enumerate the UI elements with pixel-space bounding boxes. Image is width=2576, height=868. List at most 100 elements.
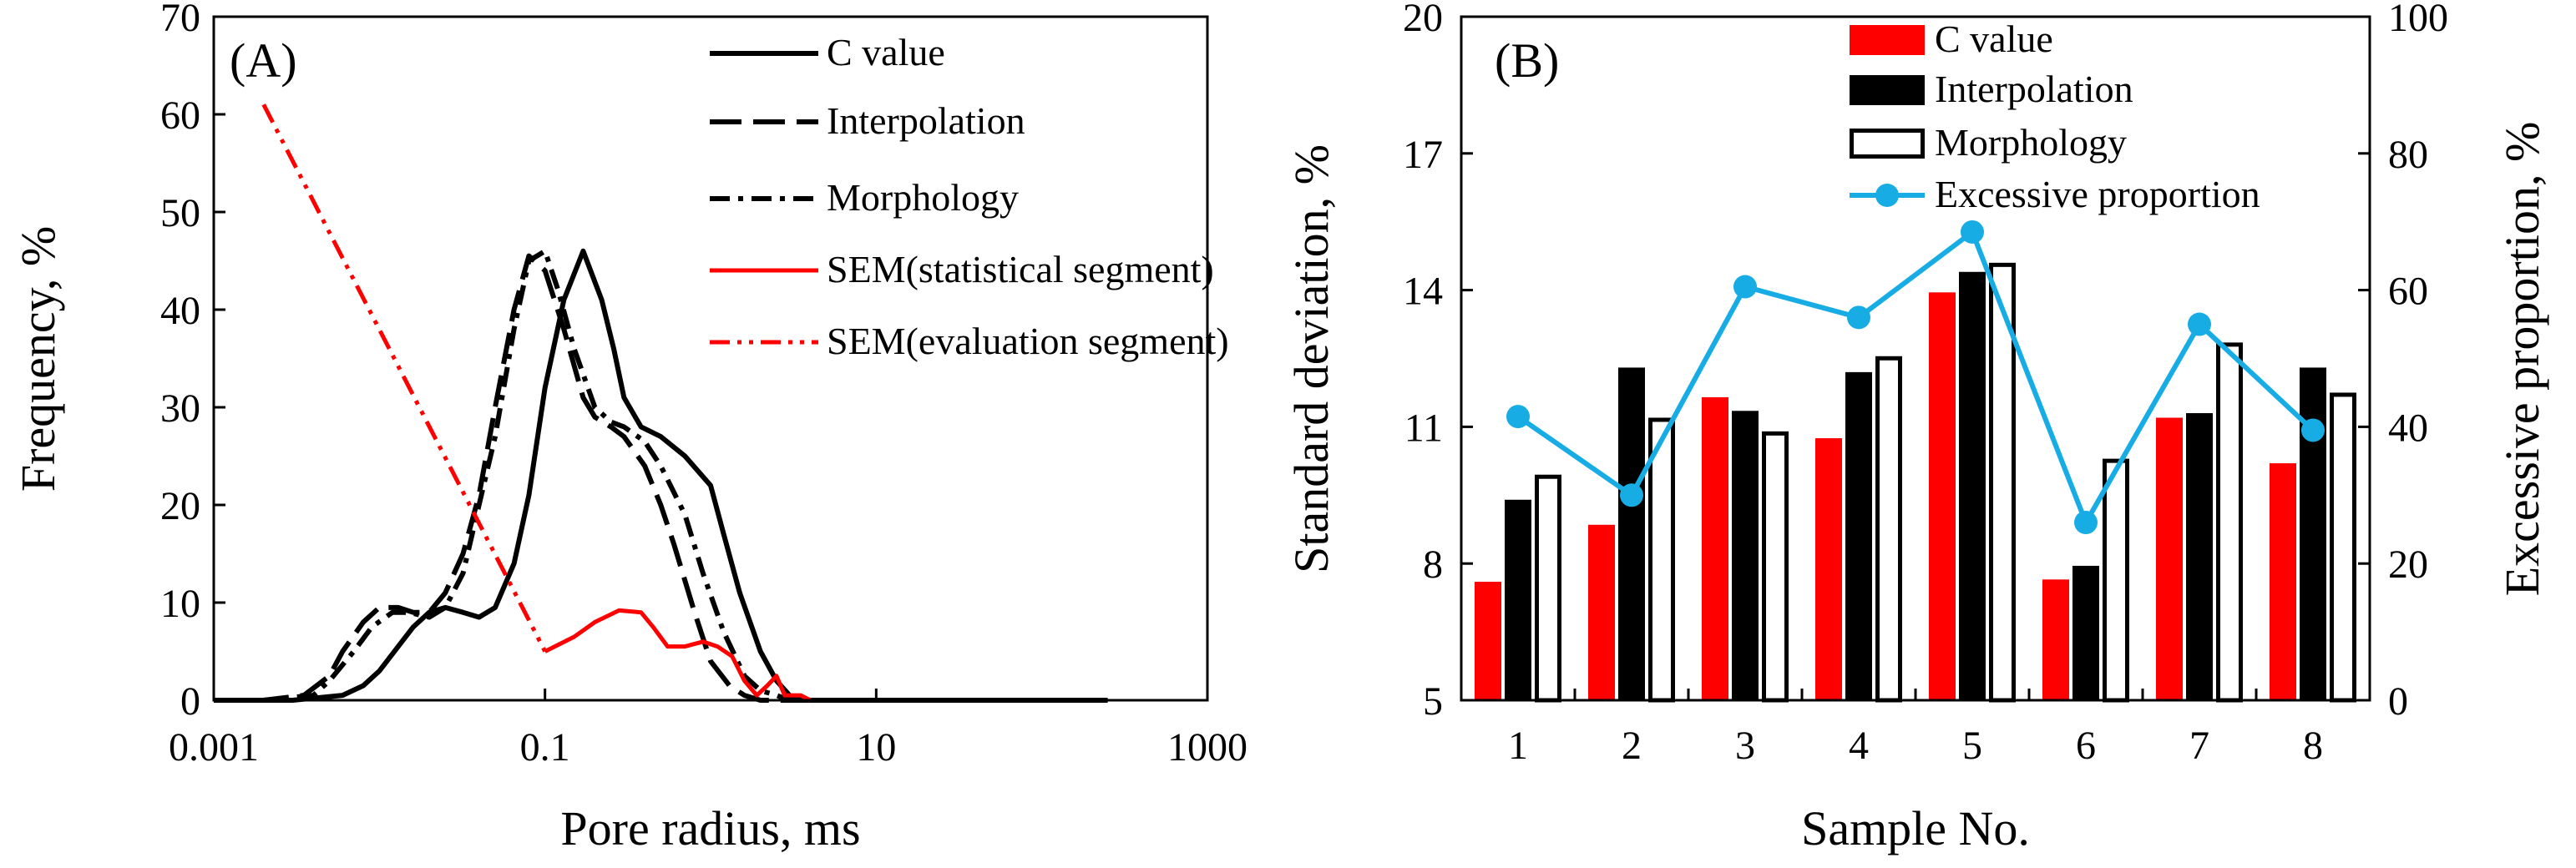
panel-b-bar-morphology — [2216, 342, 2243, 703]
panel-b-bar-c-value — [1475, 582, 1501, 700]
panel-b-right-y-tick-label: 80 — [2388, 133, 2428, 177]
panel-a-y-tick-label: 20 — [160, 484, 200, 528]
panel-b-bar-interpolation — [2186, 413, 2213, 700]
panel-a-legend-label-2: Morphology — [827, 176, 1019, 219]
panel-b-legend: C value Interpolation Morphology Excessive … — [1850, 18, 2260, 215]
panel-b-bar-c-value — [2156, 417, 2183, 700]
panel-b-bar-interpolation — [2300, 367, 2326, 700]
panel-b-right-y-tick-label: 100 — [2388, 0, 2448, 40]
panel-b-line-marker — [2188, 312, 2211, 336]
panel-b-right-y-tick-label: 60 — [2388, 270, 2428, 314]
panel-b-legend-swatch-2 — [1850, 129, 1925, 159]
panel-b-bar-interpolation — [1959, 271, 1986, 700]
panel-b-right-y-tick-label: 20 — [2388, 542, 2428, 587]
panel-b-x-tick-label: 2 — [1622, 724, 1642, 768]
panel-a-y-tick-label: 10 — [160, 582, 200, 626]
panel-a-y-axis-title: Frequency, % — [11, 226, 65, 492]
panel-a-y-tick-label: 60 — [160, 93, 200, 138]
panel-a: 0 10 20 30 40 50 60 70 0.001 0.1 10 1000 (A) Pore r… — [11, 0, 1248, 855]
panel-a-series-line-1 — [214, 253, 877, 703]
panel-b-bar-c-value — [2270, 463, 2296, 700]
panel-b-bar-morphology — [1875, 356, 1902, 703]
panel-b-line-series — [1516, 230, 2315, 526]
panel-b-x-tick-label: 3 — [1735, 724, 1755, 768]
panel-b-label: (B) — [1495, 33, 1559, 88]
panel-b-legend-marker-3 — [1875, 184, 1899, 207]
panel-b-bar-morphology — [2103, 458, 2129, 703]
panel-a-series-line-4 — [261, 103, 547, 653]
panel-b-bar-morphology — [1989, 262, 2016, 703]
panel-b-bar-interpolation — [1845, 371, 1872, 700]
panel-a-legend-label-3: SEM(statistical segment) — [827, 248, 1214, 290]
panel-b-y-tick-label: 8 — [1423, 542, 1443, 587]
panel-a-ticks: 0 10 20 30 40 50 60 70 0.001 0.1 10 1000 — [160, 0, 1248, 770]
panel-a-y-tick-label: 70 — [160, 0, 200, 40]
panel-a-y-tick-label: 40 — [160, 289, 200, 333]
panel-b-x-tick-label: 7 — [2189, 724, 2209, 768]
panel-b-bar-c-value — [1702, 396, 1728, 700]
panel-b-x-tick-label: 8 — [2303, 724, 2323, 768]
panel-a-y-tick-label: 30 — [160, 386, 200, 431]
panel-b-y-tick-label: 20 — [1403, 0, 1443, 40]
panel-b-right-y-axis-title: Excessive proportion, % — [2495, 122, 2549, 597]
panel-b-line-marker — [2074, 511, 2098, 535]
panel-b-line-marker — [1506, 405, 1530, 429]
panel-a-series-line-3 — [544, 608, 812, 703]
panel-a-x-tick-label: 0.1 — [520, 725, 570, 770]
panel-b-bar-interpolation — [2072, 565, 2099, 700]
panel-b-x-tick-label: 4 — [1849, 724, 1869, 768]
panel-b-excessive-proportion-line — [1506, 220, 2325, 535]
panel-b-bar-c-value — [1929, 292, 1956, 700]
panel-a-x-tick-label: 1000 — [1167, 725, 1248, 770]
panel-a-x-tick-label: 0.001 — [169, 725, 259, 770]
panel-b-legend-swatch-1 — [1850, 75, 1925, 105]
panel-a-x-tick-label: 10 — [856, 725, 896, 770]
panel-b: 5 8 11 14 17 20 0 20 40 60 80 100 1 2 3 4 5 6 7 8 (B) Sampl… — [1284, 0, 2549, 855]
panel-b-bar-c-value — [1815, 438, 1842, 700]
panel-b-line-marker — [1961, 220, 1984, 244]
panel-a-y-tick-label: 0 — [180, 679, 200, 724]
panel-b-x-axis-title: Sample No. — [1801, 801, 2030, 855]
panel-b-bar-morphology — [1535, 474, 1561, 703]
panel-a-legend: C value Interpolation Morphology SEM(statis… — [710, 31, 1229, 362]
panel-b-x-tick-label: 1 — [1508, 724, 1528, 768]
panel-b-line-marker — [2301, 418, 2325, 442]
panel-a-x-axis-title: Pore radius, ms — [560, 801, 860, 855]
panel-b-bar-morphology — [1762, 431, 1789, 703]
panel-a-label: (A) — [230, 33, 297, 88]
panel-b-bar-c-value — [1588, 524, 1615, 700]
panel-b-bar-morphology — [2330, 392, 2356, 703]
panel-b-bars — [1475, 262, 2356, 703]
panel-b-legend-label-2: Morphology — [1935, 121, 2127, 164]
panel-b-bar-c-value — [2042, 579, 2069, 700]
panel-a-legend-label-1: Interpolation — [827, 99, 1025, 142]
panel-b-x-tick-label: 5 — [1962, 724, 1982, 768]
panel-b-bar-morphology — [1648, 417, 1675, 703]
panel-a-legend-label-4: SEM(evaluation segment) — [827, 320, 1229, 362]
panel-b-x-tick-label: 6 — [2076, 724, 2096, 768]
panel-b-line-marker — [1847, 305, 1870, 330]
panel-b-bar-interpolation — [1618, 367, 1645, 700]
panel-b-right-y-tick-label: 0 — [2388, 679, 2408, 724]
panel-b-y-tick-label: 5 — [1423, 679, 1443, 724]
panel-a-legend-label-0: C value — [827, 31, 945, 73]
panel-b-legend-label-3: Excessive proportion — [1935, 173, 2260, 215]
panel-b-right-y-tick-label: 40 — [2388, 406, 2428, 450]
panel-b-bar-interpolation — [1732, 411, 1759, 700]
panel-b-legend-swatch-0 — [1850, 25, 1925, 55]
panel-b-plot-frame — [1460, 15, 2371, 702]
panel-b-bar-interpolation — [1505, 499, 1531, 700]
panel-a-plot-frame — [212, 15, 1209, 702]
panel-b-legend-label-0: C value — [1935, 18, 2053, 60]
panel-b-y-axis-title: Standard deviation, % — [1284, 144, 1339, 573]
panel-b-y-tick-label: 14 — [1403, 270, 1443, 314]
panel-b-legend-label-1: Interpolation — [1935, 68, 2133, 110]
panel-a-series-line-2 — [214, 248, 877, 703]
panel-b-line-marker — [1620, 483, 1643, 507]
panel-b-y-tick-label: 11 — [1404, 406, 1443, 450]
panel-b-line-marker — [1733, 275, 1757, 299]
panel-a-y-tick-label: 50 — [160, 191, 200, 235]
panel-b-y-tick-label: 17 — [1403, 133, 1443, 177]
panel-a-series-line-0 — [214, 248, 1108, 703]
